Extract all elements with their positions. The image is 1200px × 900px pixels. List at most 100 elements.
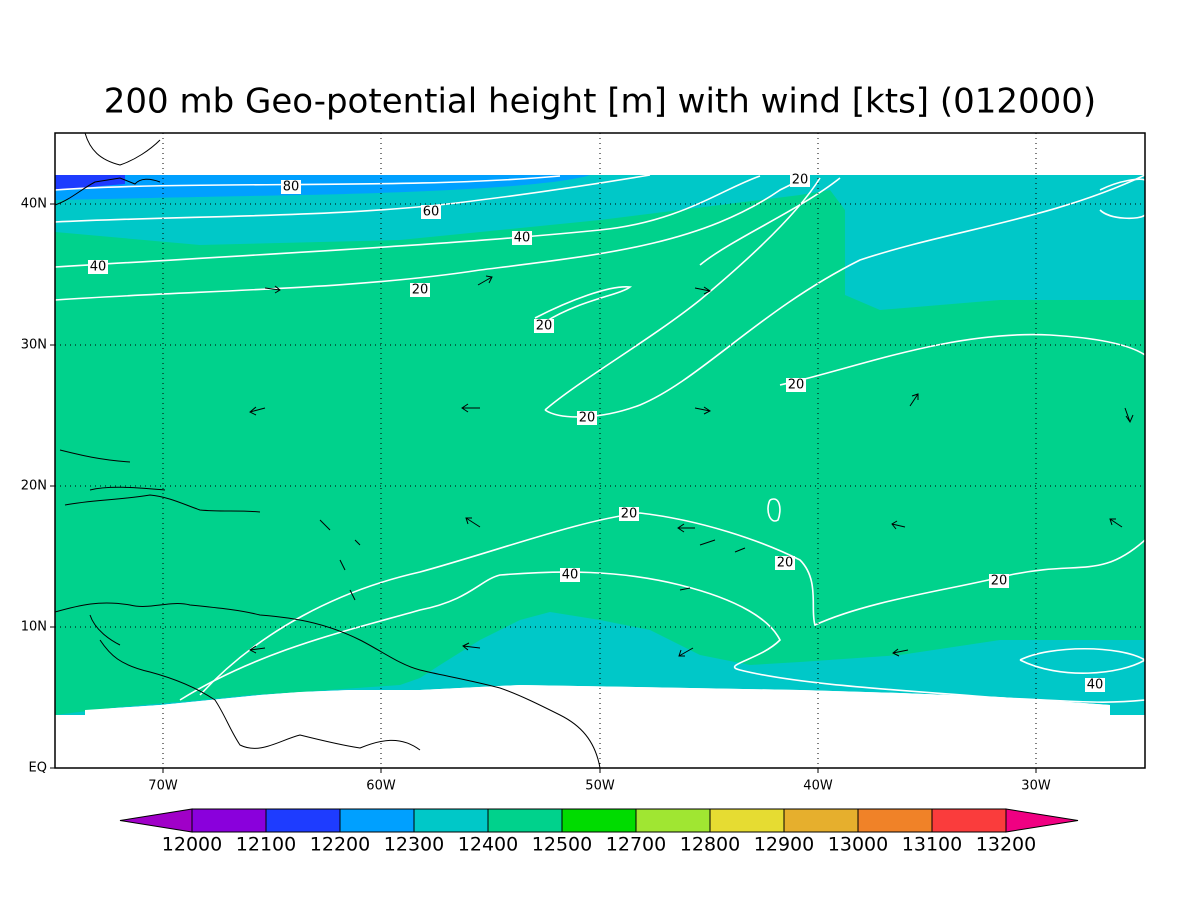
coastline (319, 519, 746, 601)
contour (199, 512, 1146, 696)
contour (1099, 178, 1146, 220)
contour-label-box (790, 173, 810, 187)
wind-arrow (909, 393, 919, 407)
colorbar-label: 12500 (532, 834, 592, 856)
colorbar-box (339, 808, 415, 833)
wind-arrow (1109, 518, 1123, 528)
lon-label: 60W (366, 779, 396, 794)
contour (544, 174, 1146, 418)
lat-label: 40N (21, 197, 47, 212)
contour-label-box (512, 231, 532, 245)
lon-label: 50W (585, 779, 615, 794)
wind-arrow (249, 406, 266, 416)
contour-label-box (88, 260, 108, 274)
contour-label: 20 (536, 319, 553, 334)
contour-label-box (281, 180, 301, 194)
contour (54, 175, 561, 191)
colorbar-label: 12800 (680, 834, 740, 856)
contour-label-box (1085, 678, 1105, 692)
contour (54, 179, 801, 301)
wind-arrow (694, 406, 711, 415)
lat-label: EQ (29, 761, 47, 776)
contour-labels: 80 60 40 40 20 20 20 20 20 20 20 40 20 40 (88, 173, 1105, 693)
contour-label-box (619, 507, 639, 521)
contour (779, 333, 1146, 386)
title: 200 mb Geo-potential height [m] with win… (104, 82, 1096, 122)
contour-label: 20 (792, 173, 809, 188)
wind-arrows (249, 275, 1134, 657)
contour-label-box (786, 378, 806, 392)
colorbar-box (265, 808, 341, 833)
contour (179, 571, 1146, 703)
axis-labels: 70W 60W 50W 40W 30W EQ 10N 20N 30N 40N (21, 197, 1051, 794)
wind-arrow (677, 523, 695, 533)
wind-arrow (1124, 407, 1134, 424)
wind-arrow (264, 285, 281, 294)
wind-arrow (694, 286, 711, 295)
contour-label-box (421, 205, 441, 219)
colorbar-label: 12900 (754, 834, 814, 856)
colorbar-label: 13200 (976, 834, 1036, 856)
contour (767, 498, 781, 522)
lon-label: 40W (803, 779, 833, 794)
wind-arrow (477, 275, 493, 286)
colorbar-box (709, 808, 785, 833)
colorbar-box (487, 808, 563, 833)
colorbar-box (561, 808, 637, 833)
lat-label: 20N (21, 479, 47, 494)
wind-arrow (892, 648, 909, 657)
contour-label-box (577, 411, 597, 425)
contour-label: 20 (991, 574, 1008, 589)
contour-label-box (534, 319, 554, 333)
map: 80 60 40 40 20 20 20 20 20 20 20 40 20 40 (54, 132, 1147, 769)
colorbar-box (635, 808, 711, 833)
colorbar-box (931, 808, 1007, 833)
wind-arrow (465, 517, 481, 528)
region-12100 (55, 175, 125, 190)
colorbar-label: 12400 (458, 834, 518, 856)
coastline (54, 602, 601, 769)
contour-label-box (989, 574, 1009, 588)
colorbar-box (191, 808, 267, 833)
colorbar-label: 12700 (606, 834, 666, 856)
lat-label: 10N (21, 620, 47, 635)
lat-label: 30N (21, 338, 47, 353)
colorbar-box (413, 808, 489, 833)
contour-label: 40 (562, 568, 579, 583)
colorbar-label: 13000 (828, 834, 888, 856)
lon-label: 30W (1021, 779, 1051, 794)
contour-label-box (560, 568, 580, 582)
coastlines (54, 132, 746, 769)
colorbar-label: 12300 (384, 834, 444, 856)
colorbar-label: 13100 (902, 834, 962, 856)
contour-label: 60 (423, 205, 440, 220)
region-12400 (55, 190, 1145, 715)
coastline (54, 132, 161, 206)
contour-label-box (410, 283, 430, 297)
colorbar-box (857, 808, 933, 833)
contour-label: 40 (90, 260, 107, 275)
wind-arrow (462, 642, 481, 651)
colorbar-end (119, 808, 193, 833)
colorbar-label: 12000 (162, 834, 222, 856)
no-data (55, 685, 1145, 768)
grid (55, 133, 1145, 768)
contour-label: 20 (579, 411, 596, 426)
colorbar: 12000 12100 12200 12300 12400 12500 12700 12800… (119, 808, 1079, 856)
colorbar-label: 12100 (236, 834, 296, 856)
contour-label: 20 (777, 556, 794, 571)
colorbar-label: 12200 (310, 834, 370, 856)
lon-label: 70W (148, 779, 178, 794)
contour (699, 177, 841, 266)
contour (544, 177, 821, 411)
contour-label: 80 (283, 180, 300, 195)
contour-label: 20 (788, 378, 805, 393)
coastline (59, 449, 261, 513)
contour-label: 40 (1087, 678, 1104, 693)
wind-arrow (461, 403, 480, 413)
wind-arrow (249, 645, 266, 654)
wind-arrow (678, 647, 694, 657)
contour-label-box (775, 556, 795, 570)
colorbar-box (783, 808, 859, 833)
